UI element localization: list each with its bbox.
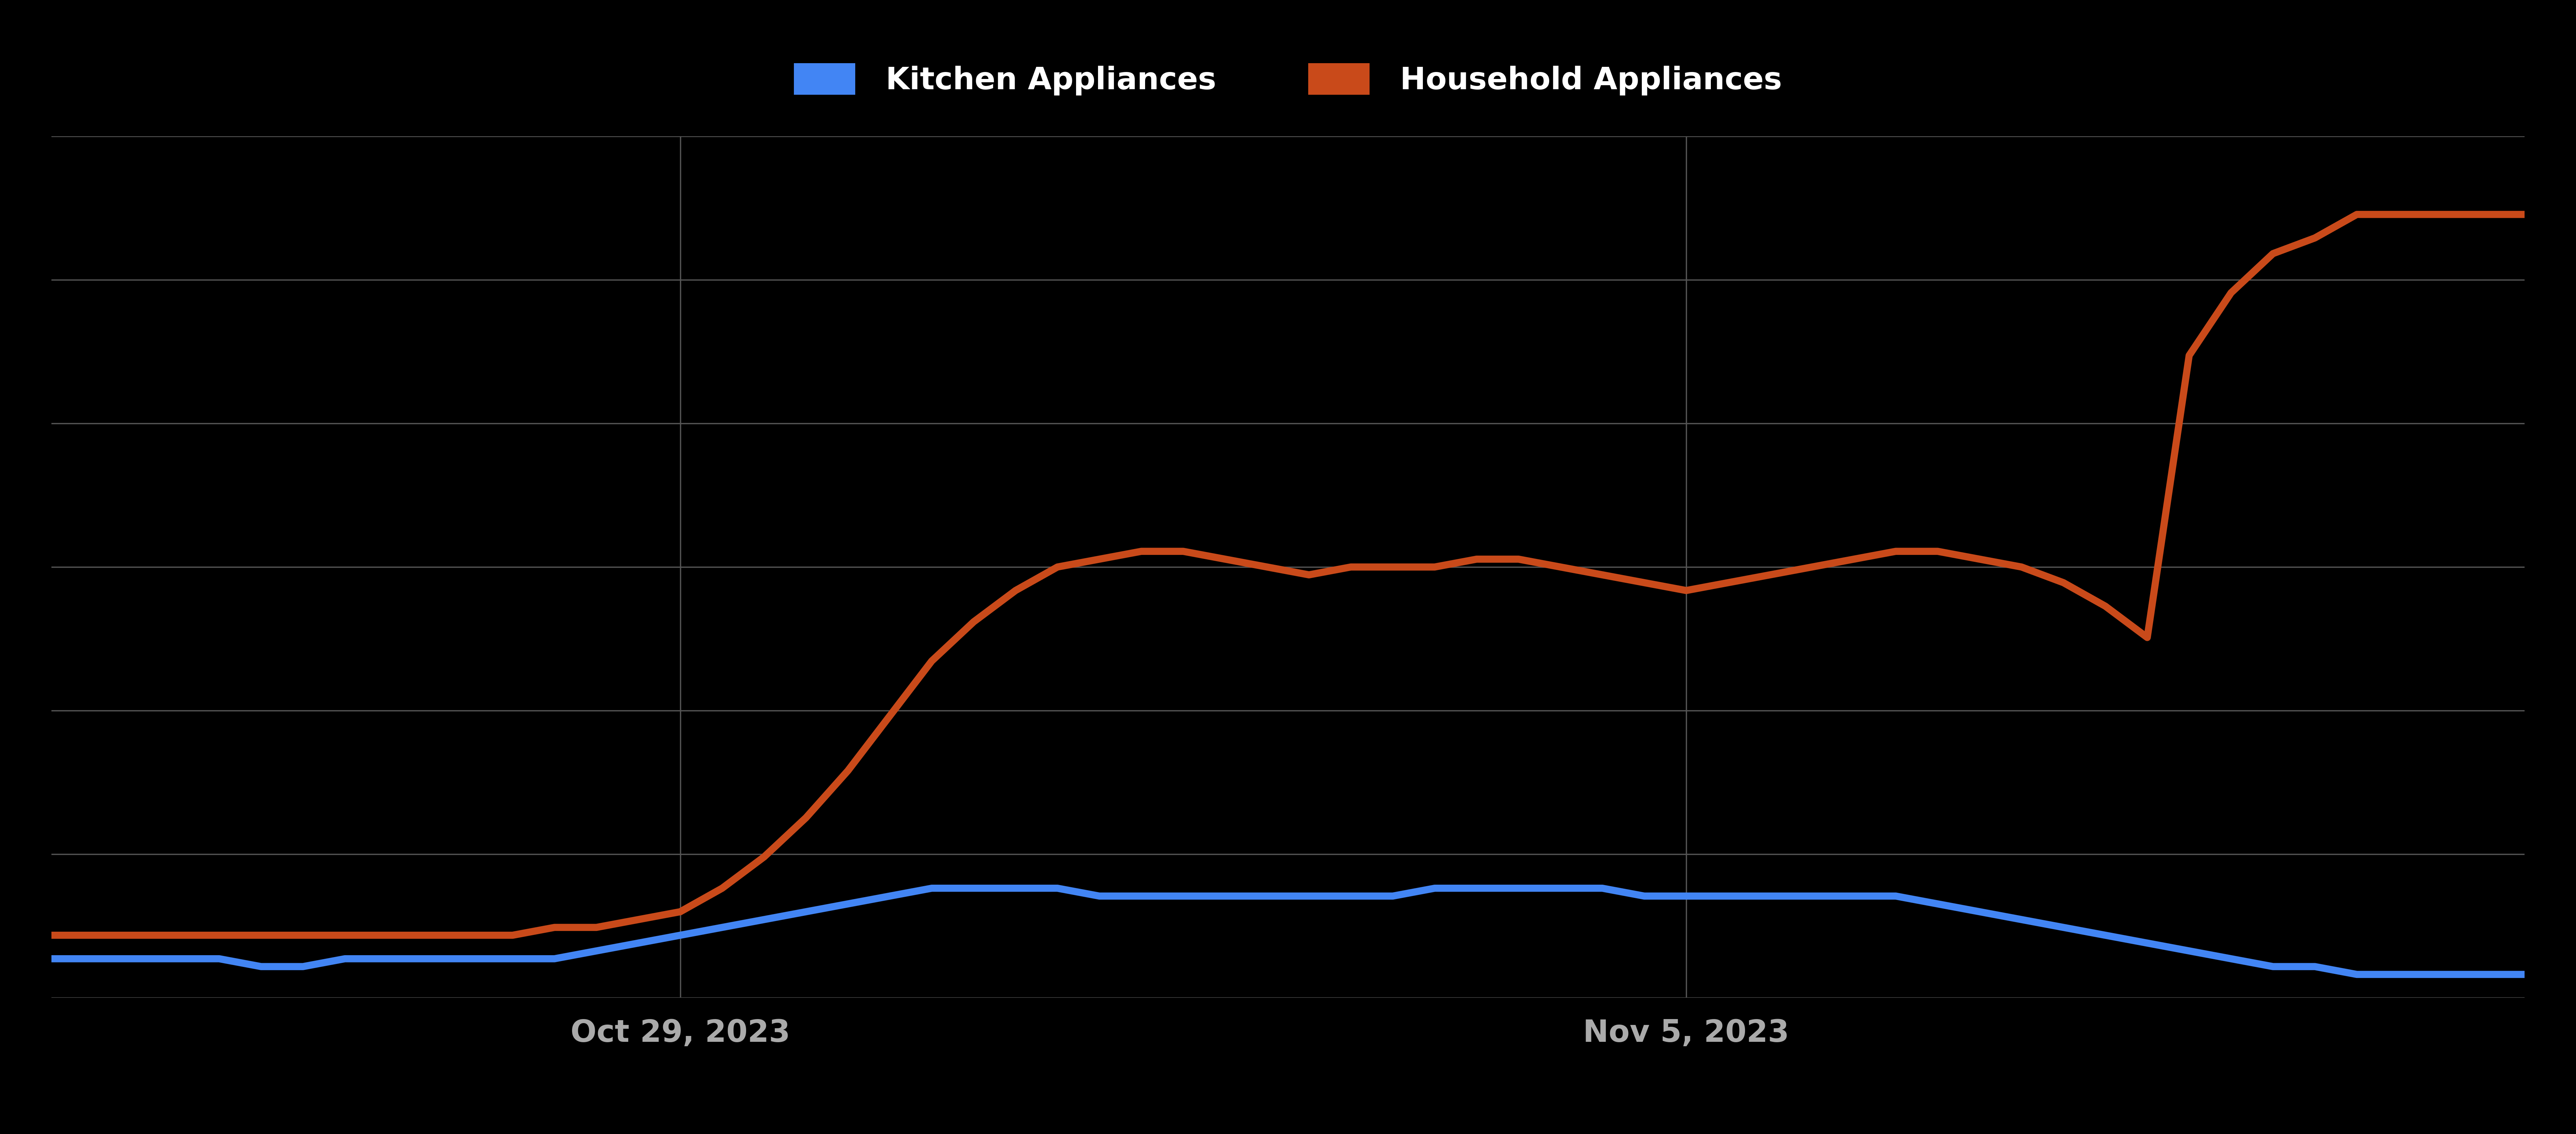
Legend: Kitchen Appliances, Household Appliances: Kitchen Appliances, Household Appliances: [778, 48, 1798, 111]
